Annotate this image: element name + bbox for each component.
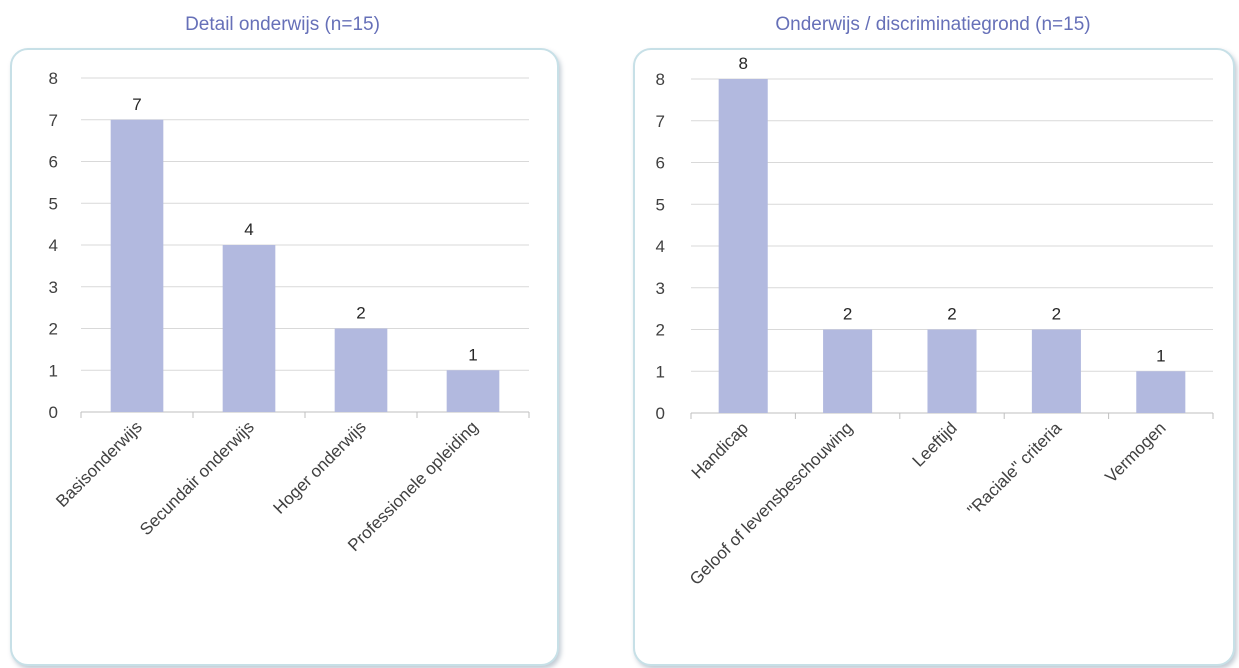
chart-card-detail-onderwijs: 0 1 2 3 4 5 6 7 8 7 Basisonderwijs 4 Secundair onder… (10, 48, 559, 666)
category-label-vermogen: Vermogen (1101, 418, 1169, 486)
data-label-hoger-onderwijs: 2 (356, 304, 365, 323)
bar-secundair-onderwijs (222, 245, 276, 412)
category-label-geloof-of-levensbeschouwing: Geloof of levensbeschouwing (686, 418, 856, 588)
data-label-handicap: 8 (738, 54, 747, 73)
y-tick-label: 8 (49, 69, 58, 88)
y-tick-label: 2 (656, 321, 665, 340)
y-tick-label: 5 (49, 194, 58, 213)
data-label-professionele-opleiding: 1 (468, 345, 477, 364)
y-tick-label: 1 (49, 361, 58, 380)
category-label-secundair-onderwijs: Secundair onderwijs (136, 417, 258, 539)
bar-basisonderwijs (110, 119, 164, 412)
y-tick-label: 6 (49, 153, 58, 172)
category-label-raciale-criteria: "Raciale" criteria (964, 418, 1066, 520)
bar-professionele-opleiding (446, 370, 500, 412)
data-label-geloof-of-levensbeschouwing: 2 (843, 305, 852, 324)
chart-card-discriminatiegrond: 0 1 2 3 4 5 6 7 8 8 Handicap 2 Geloof of levensbesch… (633, 48, 1235, 666)
y-tick-label: 1 (656, 362, 665, 381)
y-tick-label: 3 (49, 278, 58, 297)
bar-chart-detail-onderwijs: 0 1 2 3 4 5 6 7 8 7 Basisonderwijs 4 Secundair onder… (49, 69, 530, 555)
y-tick-label: 6 (656, 154, 665, 173)
y-tick-label: 2 (49, 320, 58, 339)
chart-title-discriminatiegrond: Onderwijs / discriminatiegrond (n=15) (775, 14, 1091, 35)
category-label-handicap: Handicap (688, 418, 752, 482)
category-label-leeftijd: Leeftijd (909, 418, 961, 470)
y-tick-label: 4 (49, 236, 58, 255)
data-label-basisonderwijs: 7 (132, 95, 141, 114)
bar-hoger-onderwijs (334, 328, 388, 412)
bar-vermogen (1136, 371, 1186, 413)
bar-leeftijd (927, 329, 977, 413)
data-label-secundair-onderwijs: 4 (244, 220, 253, 239)
category-label-professionele-opleiding: Professionele opleiding (344, 417, 482, 555)
chart-title-detail-onderwijs: Detail onderwijs (n=15) (185, 14, 380, 35)
y-tick-label: 0 (656, 404, 665, 423)
bar-handicap (718, 79, 768, 413)
data-label-leeftijd: 2 (947, 305, 956, 324)
y-tick-label: 0 (49, 403, 58, 422)
y-tick-label: 4 (656, 237, 665, 256)
category-label-basisonderwijs: Basisonderwijs (52, 417, 146, 511)
bar-chart-discriminatiegrond: 0 1 2 3 4 5 6 7 8 8 Handicap 2 Geloof of levensbesch… (656, 54, 1214, 589)
bar-geloof-of-levensbeschouwing (823, 329, 873, 413)
y-tick-label: 8 (656, 70, 665, 89)
y-tick-label: 5 (656, 195, 665, 214)
data-label-vermogen: 1 (1156, 346, 1165, 365)
y-tick-label: 3 (656, 279, 665, 298)
bar-raciale-criteria (1031, 329, 1081, 413)
y-tick-label: 7 (49, 111, 58, 130)
category-label-hoger-onderwijs: Hoger onderwijs (270, 417, 370, 517)
data-label-raciale-criteria: 2 (1052, 305, 1061, 324)
y-tick-label: 7 (656, 112, 665, 131)
